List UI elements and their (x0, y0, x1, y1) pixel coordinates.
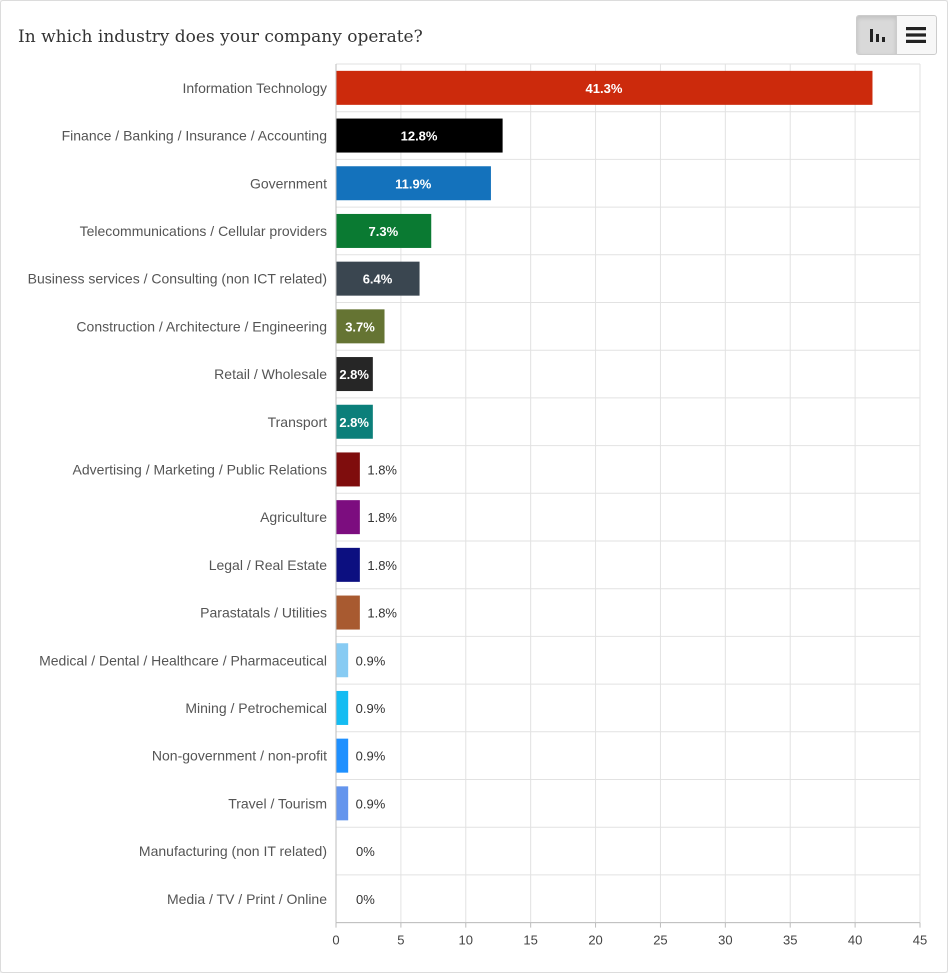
data-label: 1.8% (367, 558, 397, 573)
category-label: Legal / Real Estate (209, 557, 328, 573)
bar (336, 595, 360, 630)
x-tick-label: 20 (588, 933, 602, 948)
data-label: 0% (356, 844, 375, 859)
bar (336, 261, 420, 296)
x-tick-label: 40 (848, 933, 862, 948)
category-label: Finance / Banking / Insurance / Accounti… (62, 128, 327, 144)
x-tick-label: 5 (397, 933, 404, 948)
bar (336, 547, 360, 582)
x-tick-label: 25 (653, 933, 667, 948)
data-label: 0.9% (356, 653, 386, 668)
data-label: 12.8% (401, 129, 438, 144)
bar (336, 213, 432, 248)
data-label: 2.8% (339, 415, 369, 430)
bar-chart-icon (869, 29, 885, 42)
bar (336, 643, 349, 678)
category-label: Medical / Dental / Healthcare / Pharmace… (39, 652, 327, 668)
category-label: Non-government / non-profit (152, 748, 327, 764)
bar (336, 166, 491, 201)
data-label: 41.3% (586, 81, 623, 96)
data-label: 11.9% (395, 176, 432, 191)
category-label: Retail / Wholesale (214, 366, 327, 382)
data-label: 0% (356, 892, 375, 907)
category-label: Mining / Petrochemical (185, 700, 327, 716)
x-tick-label: 35 (783, 933, 797, 948)
x-tick-label: 15 (523, 933, 537, 948)
data-label: 7.3% (369, 224, 399, 239)
data-label: 3.7% (345, 319, 375, 334)
bar (336, 738, 349, 773)
bar (336, 690, 349, 725)
category-label: Media / TV / Print / Online (167, 891, 327, 907)
bar (336, 70, 873, 105)
x-tick-label: 45 (913, 933, 927, 948)
data-label: 1.8% (367, 510, 397, 525)
data-label: 1.8% (367, 462, 397, 477)
bar (336, 118, 503, 153)
list-view-button[interactable] (896, 16, 935, 54)
data-label: 0.9% (356, 701, 386, 716)
x-tick-label: 30 (718, 933, 732, 948)
category-label: Parastatals / Utilities (200, 605, 327, 621)
data-label: 1.8% (367, 606, 397, 621)
category-label: Construction / Architecture / Engineerin… (76, 318, 327, 334)
category-label: Agriculture (260, 509, 327, 525)
bar (336, 357, 373, 392)
data-label: 0.9% (356, 749, 386, 764)
bar (336, 500, 360, 535)
bar (336, 452, 360, 487)
category-label: Business services / Consulting (non ICT … (28, 271, 327, 287)
data-label: 0.9% (356, 796, 386, 811)
chart-title: In which industry does your company oper… (18, 27, 423, 47)
category-label: Advertising / Marketing / Public Relatio… (73, 461, 327, 477)
category-label: Information Technology (183, 80, 328, 96)
category-label: Telecommunications / Cellular providers (80, 223, 327, 239)
category-label: Government (250, 175, 327, 191)
x-tick-label: 10 (459, 933, 473, 948)
bar (336, 404, 373, 439)
bar (336, 786, 349, 821)
x-tick-label: 0 (332, 933, 339, 948)
bar (336, 309, 385, 344)
category-label: Travel / Tourism (228, 795, 327, 811)
category-label: Transport (268, 414, 328, 430)
list-icon (906, 27, 926, 43)
chart-view-button[interactable] (857, 16, 896, 54)
data-label: 6.4% (363, 272, 393, 287)
category-label: Manufacturing (non IT related) (139, 843, 327, 859)
view-toggle (856, 15, 937, 55)
data-label: 2.8% (339, 367, 369, 382)
